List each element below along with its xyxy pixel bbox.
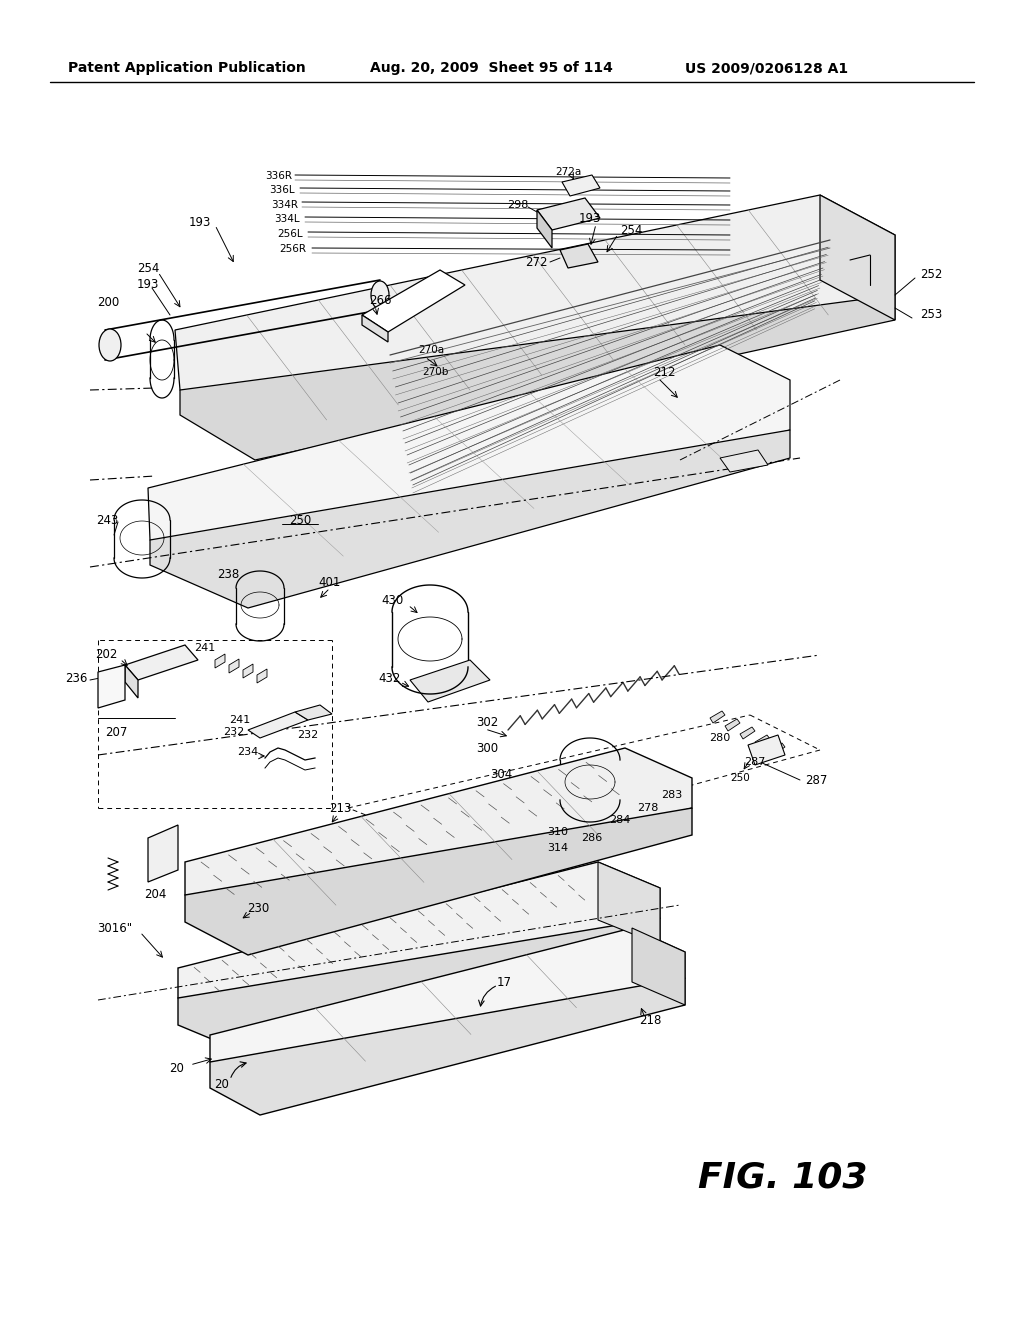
Text: US 2009/0206128 A1: US 2009/0206128 A1 [685, 61, 848, 75]
Text: 230: 230 [247, 902, 269, 915]
Text: 298: 298 [507, 201, 528, 210]
Text: 266: 266 [369, 293, 391, 306]
Text: 287: 287 [805, 774, 827, 787]
Polygon shape [755, 735, 770, 747]
Text: 270b: 270b [422, 367, 449, 378]
Text: 200: 200 [97, 296, 119, 309]
Polygon shape [770, 743, 785, 755]
Text: 193: 193 [188, 215, 211, 228]
Polygon shape [537, 198, 600, 230]
Polygon shape [257, 669, 267, 682]
Text: 232: 232 [223, 727, 245, 737]
Polygon shape [148, 345, 790, 579]
Text: 401: 401 [318, 576, 341, 589]
Text: 236: 236 [66, 672, 88, 685]
Text: 193: 193 [579, 211, 601, 224]
Text: 430: 430 [381, 594, 403, 606]
Polygon shape [748, 735, 785, 766]
Text: 20: 20 [169, 1061, 184, 1074]
Polygon shape [632, 928, 685, 1005]
Polygon shape [295, 705, 332, 719]
Text: 212: 212 [653, 367, 676, 380]
Text: 432: 432 [379, 672, 401, 685]
Text: 252: 252 [920, 268, 942, 281]
Polygon shape [98, 665, 125, 708]
Text: 272a: 272a [555, 168, 582, 177]
Polygon shape [598, 862, 660, 945]
Text: Patent Application Publication: Patent Application Publication [68, 61, 306, 75]
Text: 304: 304 [490, 768, 512, 781]
Text: 286: 286 [582, 833, 603, 843]
Polygon shape [740, 727, 755, 739]
Polygon shape [562, 176, 600, 195]
Text: 234: 234 [238, 747, 259, 756]
Polygon shape [210, 928, 685, 1088]
Text: 284: 284 [609, 814, 631, 825]
Text: 238: 238 [217, 569, 240, 582]
Text: 218: 218 [639, 1014, 662, 1027]
Text: 270a: 270a [418, 345, 444, 355]
Text: 278: 278 [637, 803, 658, 813]
Text: 213: 213 [329, 801, 351, 814]
Text: 253: 253 [920, 309, 942, 322]
Polygon shape [248, 711, 308, 738]
Polygon shape [243, 664, 253, 678]
Polygon shape [710, 711, 725, 723]
Polygon shape [362, 315, 388, 342]
Text: 241: 241 [229, 715, 251, 725]
Text: 336R: 336R [265, 172, 292, 181]
Polygon shape [185, 748, 692, 928]
Text: FIG. 103: FIG. 103 [698, 1162, 867, 1195]
Text: 280: 280 [710, 733, 731, 743]
Ellipse shape [99, 329, 121, 360]
Polygon shape [148, 825, 178, 882]
Polygon shape [150, 430, 790, 609]
Text: 300: 300 [476, 742, 498, 755]
Polygon shape [175, 195, 895, 436]
Text: 302: 302 [476, 717, 499, 730]
Text: 243: 243 [96, 513, 118, 527]
Text: 314: 314 [548, 843, 568, 853]
Text: 334L: 334L [274, 214, 300, 224]
Text: 256L: 256L [278, 228, 303, 239]
Text: 204: 204 [143, 888, 166, 902]
Polygon shape [210, 978, 685, 1115]
Text: 283: 283 [662, 789, 683, 800]
Text: 17: 17 [497, 975, 512, 989]
Text: 3016": 3016" [97, 921, 132, 935]
Text: 250: 250 [289, 513, 311, 527]
Text: 254: 254 [620, 223, 642, 236]
Text: Aug. 20, 2009  Sheet 95 of 114: Aug. 20, 2009 Sheet 95 of 114 [370, 61, 613, 75]
Text: 336L: 336L [269, 185, 295, 195]
Polygon shape [410, 660, 490, 702]
Text: 241: 241 [195, 643, 216, 653]
Polygon shape [362, 271, 465, 333]
Text: 287: 287 [744, 756, 766, 767]
Polygon shape [725, 719, 740, 731]
Polygon shape [180, 294, 895, 459]
Text: 20: 20 [215, 1078, 229, 1092]
Text: 207: 207 [105, 726, 127, 738]
Polygon shape [820, 195, 895, 319]
Text: 256R: 256R [279, 244, 306, 253]
Polygon shape [560, 244, 598, 268]
Text: 272: 272 [525, 256, 548, 268]
Text: 310: 310 [548, 828, 568, 837]
Polygon shape [537, 210, 552, 248]
Polygon shape [229, 659, 239, 673]
Polygon shape [178, 917, 660, 1049]
Polygon shape [215, 653, 225, 668]
Polygon shape [125, 665, 138, 698]
Polygon shape [720, 450, 768, 473]
Text: 232: 232 [297, 730, 318, 741]
Ellipse shape [371, 281, 389, 309]
Text: 193: 193 [137, 277, 159, 290]
Text: 202: 202 [95, 648, 118, 661]
Polygon shape [178, 862, 660, 1026]
Polygon shape [185, 808, 692, 954]
Text: 334R: 334R [271, 201, 298, 210]
Polygon shape [125, 645, 198, 680]
Text: 250: 250 [730, 774, 750, 783]
Text: 254: 254 [137, 261, 159, 275]
